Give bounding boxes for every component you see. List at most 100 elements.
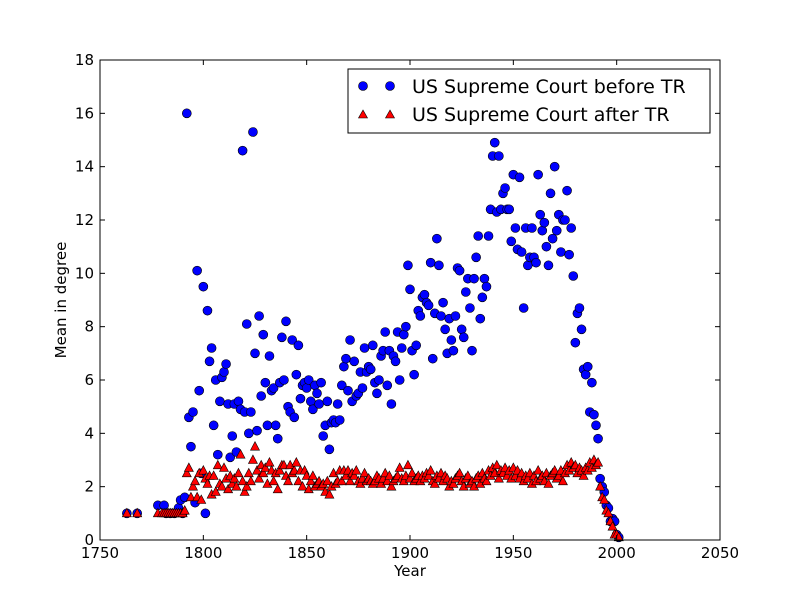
point-after-tr	[305, 475, 316, 486]
point-after-tr	[202, 478, 213, 488]
point-after-tr	[481, 475, 492, 486]
point-after-tr	[322, 475, 333, 486]
y-tick-label: 0	[84, 531, 94, 549]
point-before-tr	[291, 369, 302, 380]
point-before-tr	[541, 241, 552, 252]
point-before-tr	[192, 265, 202, 276]
point-after-tr	[183, 462, 194, 472]
point-after-tr	[533, 465, 544, 475]
point-before-tr	[289, 412, 300, 423]
point-before-tr	[549, 161, 560, 172]
point-after-tr	[557, 475, 568, 486]
point-before-tr	[537, 225, 548, 236]
point-after-tr	[216, 481, 227, 491]
point-before-tr	[382, 380, 393, 391]
y-tick-label: 8	[84, 318, 94, 336]
point-before-tr	[566, 223, 577, 233]
point-before-tr	[246, 407, 256, 417]
point-after-tr	[274, 465, 285, 475]
point-before-tr	[343, 385, 353, 396]
point-before-tr	[489, 137, 500, 148]
legend-box	[347, 68, 711, 134]
point-before-tr	[456, 324, 467, 335]
point-before-tr	[322, 396, 333, 407]
point-after-tr	[293, 475, 304, 486]
point-before-tr	[458, 332, 469, 343]
point-before-tr	[460, 287, 471, 297]
point-before-tr	[479, 273, 490, 284]
point-before-tr	[593, 433, 603, 444]
point-before-tr	[514, 172, 525, 183]
point-before-tr	[568, 271, 579, 281]
x-tick-label: 1900	[391, 544, 429, 562]
point-after-tr	[239, 486, 250, 496]
point-before-tr	[448, 345, 459, 356]
point-before-tr	[219, 367, 229, 377]
x-tick-label: 1850	[288, 544, 326, 562]
point-after-tr	[283, 475, 294, 486]
point-before-tr	[500, 183, 510, 193]
point-before-tr	[182, 108, 192, 119]
point-before-tr	[556, 247, 566, 257]
point-after-tr	[229, 473, 240, 483]
point-after-tr	[264, 457, 275, 467]
point-before-tr	[576, 324, 587, 335]
point-after-tr	[247, 454, 258, 464]
point-after-tr	[336, 475, 347, 486]
point-before-tr	[580, 369, 591, 380]
point-after-tr	[291, 457, 302, 467]
point-after-tr	[578, 470, 589, 480]
point-before-tr	[434, 260, 444, 271]
point-before-tr	[293, 340, 304, 351]
point-before-tr	[341, 353, 351, 364]
point-before-tr	[471, 252, 481, 263]
point-before-tr	[539, 217, 550, 228]
point-after-tr	[359, 467, 370, 478]
point-after-tr	[235, 449, 246, 459]
legend-label-before: US Supreme Court before TR	[412, 76, 686, 98]
point-before-tr	[248, 127, 258, 137]
point-after-tr	[181, 467, 192, 478]
y-tick-label: 14	[75, 158, 94, 176]
point-before-tr	[244, 428, 254, 439]
point-before-tr	[547, 233, 558, 244]
point-before-tr	[560, 215, 570, 225]
point-after-tr	[493, 473, 504, 483]
point-before-tr	[440, 324, 450, 335]
point-before-tr	[415, 311, 426, 321]
point-before-tr	[374, 375, 384, 385]
x-tick-label: 1800	[184, 544, 222, 562]
point-before-tr	[312, 388, 322, 399]
point-before-tr	[545, 188, 556, 199]
legend-label-after: US Supreme Court after TR	[412, 104, 670, 126]
point-before-tr	[465, 303, 475, 313]
point-before-tr	[272, 433, 283, 444]
point-before-tr	[510, 223, 521, 233]
point-before-tr	[475, 313, 486, 324]
legend-marker-before-2	[385, 81, 395, 91]
point-before-tr	[198, 281, 209, 292]
point-before-tr	[504, 204, 515, 215]
point-before-tr	[564, 249, 574, 260]
point-before-tr	[227, 431, 238, 441]
point-after-tr	[210, 486, 221, 496]
point-before-tr	[494, 151, 504, 161]
point-after-tr	[132, 507, 143, 518]
point-after-tr	[219, 462, 229, 472]
point-after-tr	[231, 481, 242, 491]
point-before-tr	[316, 377, 326, 388]
y-tick-label: 16	[75, 104, 94, 122]
point-after-tr	[386, 481, 397, 491]
point-after-tr	[297, 481, 308, 491]
point-before-tr	[436, 311, 446, 321]
point-before-tr	[221, 359, 231, 369]
point-before-tr	[359, 343, 370, 353]
point-after-tr	[351, 465, 362, 475]
point-after-tr	[188, 481, 198, 491]
point-before-tr	[279, 375, 289, 385]
point-after-tr	[250, 441, 260, 451]
y-axis-label: Mean in degree	[52, 242, 70, 359]
point-before-tr	[345, 335, 355, 345]
x-tick-label: 1750	[81, 544, 119, 562]
